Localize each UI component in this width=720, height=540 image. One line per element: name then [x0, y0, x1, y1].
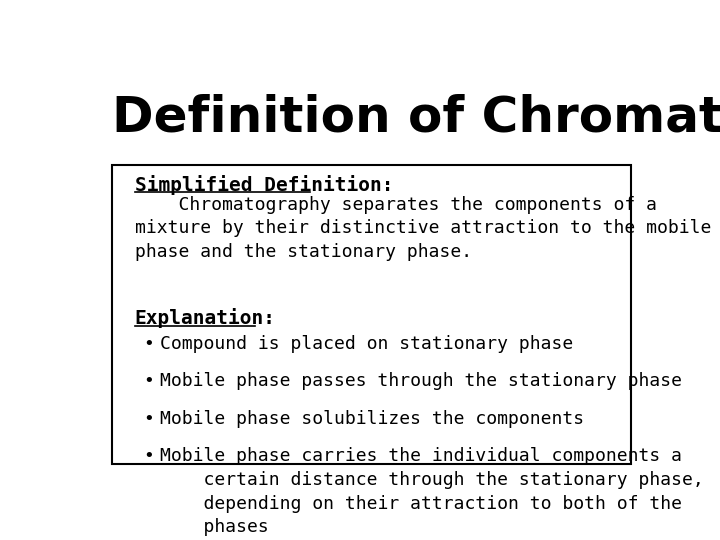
Text: Mobile phase passes through the stationary phase: Mobile phase passes through the stationa…: [160, 373, 682, 390]
Text: •: •: [143, 373, 154, 390]
Text: •: •: [143, 335, 154, 353]
Text: Chromatography separates the components of a
mixture by their distinctive attrac: Chromatography separates the components …: [135, 196, 711, 261]
Text: Compound is placed on stationary phase: Compound is placed on stationary phase: [160, 335, 573, 353]
Text: Mobile phase solubilizes the components: Mobile phase solubilizes the components: [160, 410, 584, 428]
Text: •: •: [143, 410, 154, 428]
Text: Explanation:: Explanation:: [135, 308, 276, 328]
Text: Definition of Chromatography: Definition of Chromatography: [112, 94, 720, 142]
Text: Mobile phase carries the individual components a
    certain distance through th: Mobile phase carries the individual comp…: [160, 447, 703, 536]
FancyBboxPatch shape: [112, 165, 631, 464]
Text: •: •: [143, 447, 154, 465]
Text: Simplified Definition:: Simplified Definition:: [135, 175, 393, 195]
